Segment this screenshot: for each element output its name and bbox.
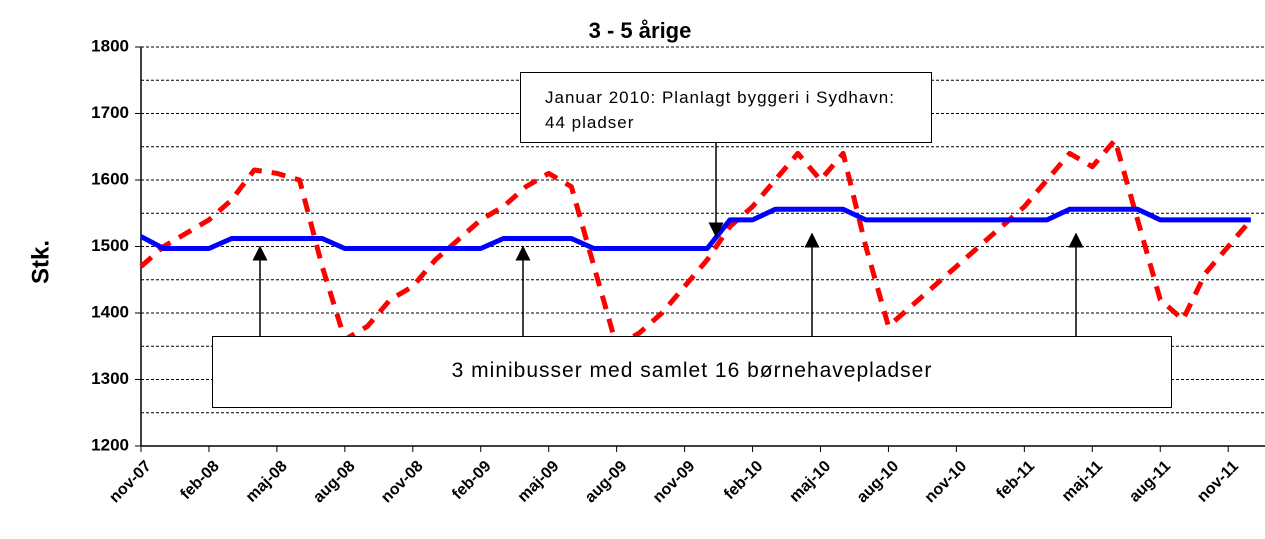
x-tick-label: nov-09 xyxy=(650,458,699,507)
x-tick-label: nov-07 xyxy=(106,458,155,507)
x-tick-label: aug-10 xyxy=(854,458,903,507)
y-tick-label: 1600 xyxy=(91,169,129,188)
y-tick-label: 1800 xyxy=(91,36,129,55)
x-tick-label: maj-09 xyxy=(515,458,563,506)
y-tick-label: 1700 xyxy=(91,103,129,122)
y-tick-label: 1500 xyxy=(91,236,129,255)
x-tick-label: feb-11 xyxy=(993,458,1038,503)
x-tick-label: maj-10 xyxy=(786,458,834,506)
annotation-box: 3 minibusser med samlet 16 børnehaveplad… xyxy=(212,336,1172,408)
x-tick-label: nov-08 xyxy=(378,458,427,507)
x-tick-label: feb-08 xyxy=(177,458,222,503)
data-line xyxy=(139,137,1253,349)
y-tick-label: 1200 xyxy=(91,435,129,454)
y-axis-label: Stk. xyxy=(27,240,54,284)
x-tick-label: aug-08 xyxy=(310,458,359,507)
annotation-box: Januar 2010: Planlagt byggeri i Sydhavn:… xyxy=(520,72,932,143)
x-tick-label: aug-09 xyxy=(582,458,631,507)
chart-title: 3 - 5 årige xyxy=(589,18,692,43)
data-line xyxy=(139,206,1251,251)
y-tick-label: 1300 xyxy=(91,369,129,388)
x-tick-label: nov-11 xyxy=(1194,458,1242,506)
x-tick-label: feb-09 xyxy=(449,458,494,503)
x-tick-label: maj-08 xyxy=(243,458,291,506)
x-tick-label: aug-11 xyxy=(1126,458,1174,506)
x-tick-label: nov-10 xyxy=(922,458,971,507)
y-tick-label: 1400 xyxy=(91,302,129,321)
x-tick-label: feb-10 xyxy=(721,458,766,503)
x-tick-label: maj-11 xyxy=(1059,458,1106,505)
